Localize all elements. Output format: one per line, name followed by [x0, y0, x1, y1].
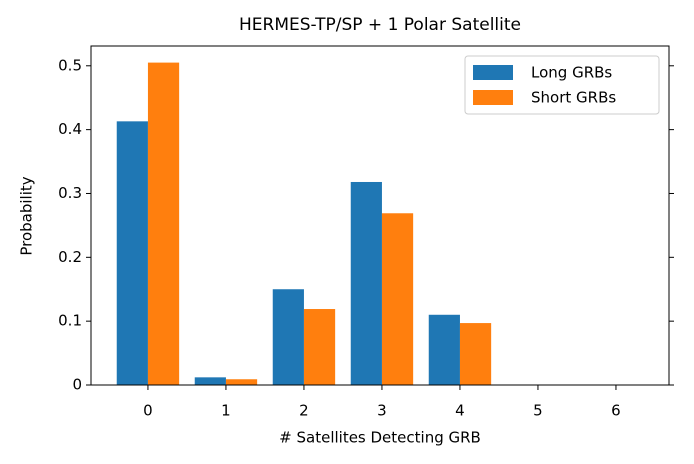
bar: [225, 379, 258, 385]
plot-frame: [90, 45, 670, 386]
bar: [350, 181, 382, 385]
y-axis-label: Probability: [18, 176, 36, 255]
y-tick-label: 0.4: [58, 120, 82, 138]
x-tick-label: 1: [221, 402, 231, 420]
bar: [147, 62, 180, 385]
y-tick-label: 0.5: [58, 56, 82, 74]
bar: [194, 377, 226, 385]
bar: [303, 309, 336, 385]
y-tick-label: 0: [72, 376, 82, 394]
y-tick-label: 0.2: [58, 248, 82, 266]
chart-title: HERMES-TP/SP + 1 Polar Satellite: [239, 15, 521, 35]
x-tick-label: 3: [377, 402, 387, 420]
x-tick-label: 0: [143, 402, 153, 420]
x-tick-label: 5: [533, 402, 543, 420]
x-tick-label: 6: [611, 402, 621, 420]
y-tick-label: 0.1: [58, 312, 82, 330]
bar: [428, 314, 460, 385]
x-axis-label: # Satellites Detecting GRB: [279, 429, 481, 447]
bar: [381, 213, 414, 385]
x-tick-label: 2: [299, 402, 309, 420]
bar: [272, 289, 304, 385]
legend-label: Long GRBs: [531, 64, 612, 82]
legend-swatch: [473, 90, 513, 105]
legend-swatch: [473, 65, 513, 80]
bar: [459, 323, 492, 385]
legend-box: [464, 55, 660, 115]
bar: [116, 121, 148, 385]
x-tick-label: 4: [455, 402, 465, 420]
legend-label: Short GRBs: [531, 89, 616, 107]
y-tick-label: 0.3: [58, 184, 82, 202]
